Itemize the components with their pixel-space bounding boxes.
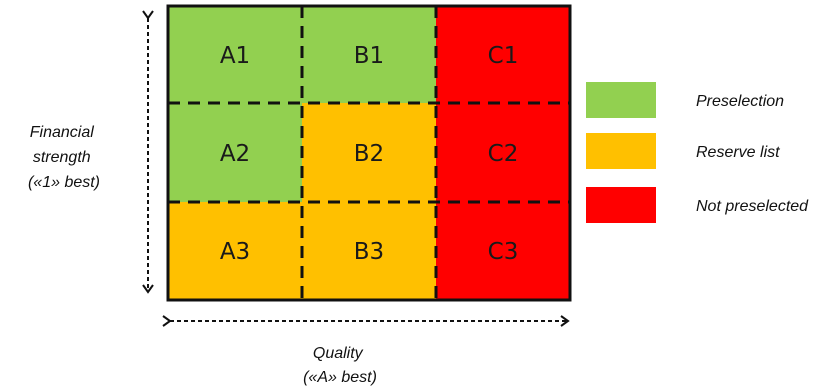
- cell-label-a1: A1: [220, 43, 250, 69]
- cell-label-b1: B1: [354, 43, 384, 69]
- cell-a3: [168, 202, 302, 300]
- legend-swatch-not-preselected: [586, 187, 656, 223]
- grid-border: [166, 4, 572, 302]
- y-axis-label: Financial strength («1» best): [28, 124, 100, 191]
- cell-b3: [302, 202, 436, 300]
- cell-label-a3: A3: [220, 239, 250, 265]
- legend-label-preselection: Preselection: [696, 93, 784, 110]
- cell-c1: [436, 6, 570, 103]
- cell-b2: [302, 103, 436, 202]
- y-axis-label-line-1: Financial: [30, 124, 94, 141]
- x-axis-label-line-1: Quality: [313, 345, 364, 362]
- legend-label-not-preselected: Not preselected: [696, 198, 809, 215]
- cell-label-b2: B2: [354, 141, 384, 167]
- cell-label-c1: C1: [488, 43, 519, 69]
- cell-b1: [302, 6, 436, 103]
- cell-c2: [436, 103, 570, 202]
- cell-label-a2: A2: [220, 141, 250, 167]
- cell-label-c3: C3: [488, 239, 519, 265]
- legend: Preselection Reserve list Not preselecte…: [586, 82, 809, 223]
- x-axis-label-line-2: («A» best): [303, 369, 377, 386]
- y-axis-label-line-3: («1» best): [28, 174, 100, 191]
- cell-label-c2: C2: [488, 141, 519, 167]
- cell-a2: [168, 103, 302, 202]
- cell-c3: [436, 202, 570, 300]
- legend-swatch-reserve-list: [586, 133, 656, 169]
- y-axis-label-line-2: strength: [33, 149, 91, 166]
- cell-a1: [168, 6, 302, 103]
- cell-label-b3: B3: [354, 239, 384, 265]
- matrix-grid: A1 B1 C1 A2 B2 C2 A3 B3 C3: [166, 4, 572, 302]
- legend-swatch-preselection: [586, 82, 656, 118]
- x-axis-label: Quality («A» best): [303, 345, 377, 386]
- legend-label-reserve-list: Reserve list: [696, 144, 780, 161]
